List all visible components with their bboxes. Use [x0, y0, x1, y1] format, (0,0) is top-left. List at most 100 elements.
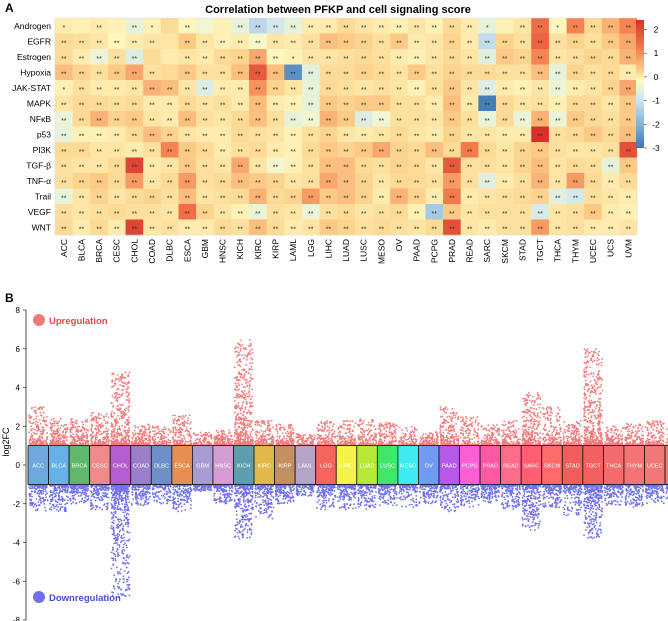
- down-point: [111, 548, 114, 551]
- up-point: [223, 442, 226, 445]
- significance-mark: **: [290, 102, 296, 109]
- significance-mark: **: [185, 149, 191, 156]
- down-point: [166, 492, 169, 495]
- significance-mark: **: [308, 195, 314, 202]
- heatmap-cell: [143, 80, 162, 96]
- down-point: [116, 571, 119, 573]
- significance-mark: **: [555, 102, 561, 109]
- heatmap-cell: [55, 173, 73, 189]
- heatmap-cell: [390, 33, 409, 50]
- heatmap-cell: [601, 18, 620, 34]
- heatmap-cell: [160, 204, 179, 220]
- up-point: [174, 439, 176, 442]
- up-point: [195, 433, 198, 436]
- significance-mark: **: [520, 195, 526, 202]
- significance-mark: **: [608, 195, 614, 202]
- heatmap-cell: [601, 111, 620, 127]
- down-point: [89, 502, 92, 504]
- up-point: [118, 425, 121, 428]
- down-point: [177, 497, 180, 500]
- down-point: [115, 502, 118, 504]
- heatmap-cell: [107, 204, 126, 220]
- heatmap-cell: [196, 18, 215, 34]
- down-point: [154, 493, 157, 495]
- heatmap-cell: [584, 126, 603, 143]
- up-point: [125, 388, 128, 391]
- down-point: [157, 486, 160, 488]
- down-point: [162, 501, 165, 504]
- significance-mark: **: [308, 71, 314, 78]
- up-point: [173, 417, 176, 420]
- up-point: [46, 438, 49, 441]
- heatmap-cell: [196, 204, 215, 220]
- down-point: [51, 496, 54, 499]
- up-point: [217, 431, 219, 434]
- down-point: [178, 503, 181, 506]
- down-point: [184, 499, 187, 502]
- significance-mark: **: [343, 40, 349, 47]
- up-point: [127, 431, 130, 434]
- heatmap-cell: [407, 219, 426, 236]
- heatmap-cell: [90, 219, 109, 236]
- heatmap-cell: [284, 126, 303, 143]
- up-point: [112, 441, 115, 444]
- heatmap-cell: [231, 188, 250, 205]
- significance-mark: **: [396, 180, 402, 187]
- down-point: [152, 492, 154, 494]
- heatmap-cell: [160, 64, 179, 81]
- significance-mark: **: [96, 149, 102, 156]
- up-point: [50, 429, 53, 432]
- heatmap-cell: [72, 33, 91, 50]
- up-point: [168, 441, 171, 444]
- heatmap-cell: [125, 95, 144, 112]
- significance-mark: **: [590, 164, 596, 171]
- significance-mark: **: [114, 133, 120, 140]
- down-point: [128, 594, 131, 597]
- significance-mark: **: [79, 118, 85, 125]
- heatmap-cell: [548, 111, 567, 127]
- up-point: [138, 432, 141, 435]
- up-point: [114, 439, 117, 442]
- heatmap-column-label: UCEC: [588, 239, 598, 263]
- up-point: [90, 424, 93, 426]
- significance-mark: **: [396, 149, 402, 156]
- significance-mark: **: [326, 118, 332, 125]
- up-point: [69, 430, 72, 433]
- heatmap-cell: [531, 188, 550, 205]
- significance-mark: **: [114, 211, 120, 218]
- significance-mark: **: [132, 133, 138, 140]
- heatmap-cell: [319, 80, 338, 96]
- heatmap-column-labels: ACC BLCA BRCA CESC CHOL COAD DLBC ESCA GBM HNSC KI…: [59, 239, 633, 264]
- up-point: [43, 440, 46, 442]
- up-point: [53, 436, 56, 438]
- heatmap-cell: [425, 18, 444, 34]
- up-point: [35, 415, 38, 418]
- down-point: [135, 502, 137, 505]
- down-point: [115, 526, 118, 529]
- significance-mark: **: [185, 40, 191, 47]
- significance-mark: **: [502, 211, 508, 218]
- up-point: [86, 420, 89, 423]
- up-point: [120, 380, 123, 383]
- significance-mark: **: [220, 149, 226, 156]
- up-point: [110, 433, 113, 436]
- significance-mark: **: [361, 40, 367, 47]
- up-point: [71, 421, 74, 424]
- significance-mark: **: [308, 87, 314, 94]
- heatmap-column-label: SARC: [482, 239, 492, 263]
- down-point: [37, 504, 40, 507]
- significance-mark: **: [432, 40, 438, 47]
- significance-mark: **: [61, 180, 67, 187]
- down-point: [114, 558, 117, 560]
- significance-mark: **: [114, 56, 120, 63]
- significance-mark: **: [167, 180, 173, 187]
- heatmap-cell: [354, 173, 373, 189]
- down-point: [123, 570, 126, 572]
- heatmap-cell: [55, 80, 73, 96]
- heatmap-cell: [566, 219, 585, 236]
- up-point: [165, 436, 168, 439]
- up-point: [60, 424, 63, 427]
- up-point: [33, 428, 36, 431]
- significance-mark: **: [555, 40, 561, 47]
- significance-mark: **: [149, 149, 155, 156]
